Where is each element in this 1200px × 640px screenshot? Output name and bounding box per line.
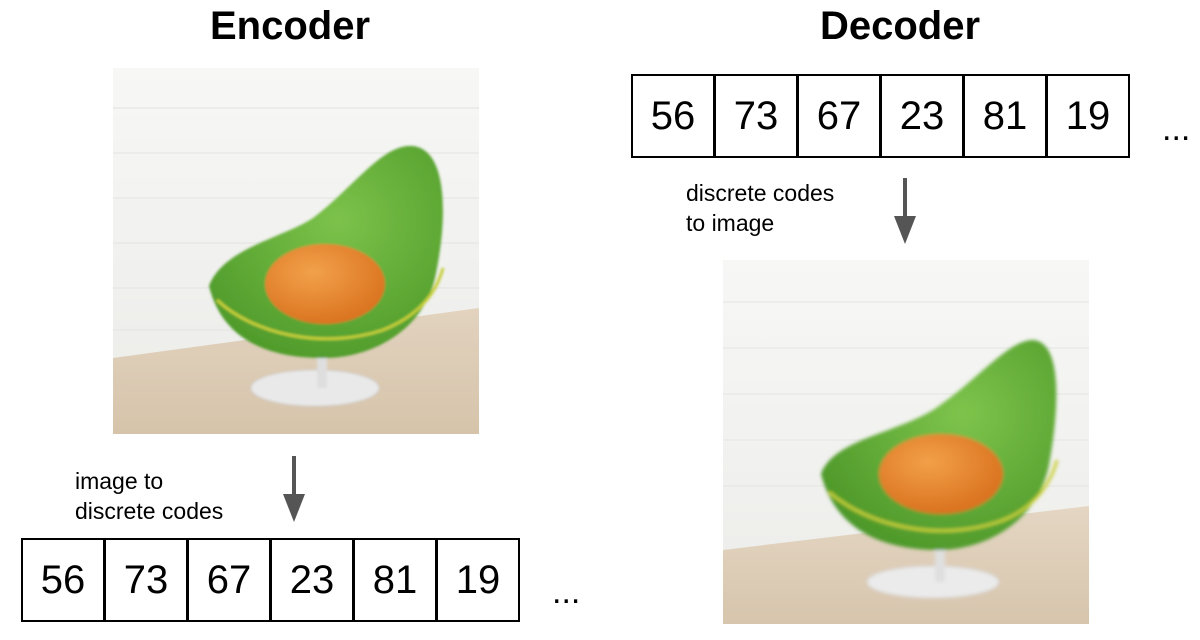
encoder-code-cell: 56 — [21, 538, 105, 622]
encoder-code-cell: 81 — [353, 538, 437, 622]
encoder-code-sequence: 56 73 67 23 81 19 — [21, 538, 520, 622]
encoder-code-cell: 19 — [436, 538, 520, 622]
decoder-code-cell: 81 — [963, 74, 1047, 158]
decoder-code-cell: 73 — [714, 74, 798, 158]
encoder-caption: image to discrete codes — [75, 466, 223, 526]
decoder-output-image — [723, 260, 1089, 624]
decoder-code-cell: 56 — [631, 74, 715, 158]
encoder-caption-line1: image to — [75, 468, 164, 494]
decoder-down-arrow-icon — [894, 178, 916, 244]
decoder-title: Decoder — [819, 4, 981, 48]
decoder-caption: discrete codes to image — [686, 178, 834, 238]
avocado-chair-image — [113, 68, 479, 434]
avocado-chair-image — [723, 260, 1089, 624]
decoder-code-sequence: 56 73 67 23 81 19 — [631, 74, 1130, 158]
decoder-code-cell: 19 — [1046, 74, 1130, 158]
encoder-caption-line2: discrete codes — [75, 498, 224, 524]
encoder-code-cell: 23 — [270, 538, 354, 622]
decoder-caption-line2: to image — [686, 210, 775, 236]
decoder-code-cell: 67 — [797, 74, 881, 158]
encoder-input-image — [113, 68, 479, 434]
decoder-code-cell: 23 — [880, 74, 964, 158]
encoder-code-cell: 67 — [187, 538, 271, 622]
encoder-down-arrow-icon — [283, 456, 305, 522]
decoder-caption-line1: discrete codes — [686, 180, 835, 206]
encoder-code-cell: 73 — [104, 538, 188, 622]
decoder-ellipsis: ... — [1162, 110, 1191, 148]
encoder-title: Encoder — [209, 4, 371, 48]
encoder-ellipsis: ... — [552, 573, 581, 611]
